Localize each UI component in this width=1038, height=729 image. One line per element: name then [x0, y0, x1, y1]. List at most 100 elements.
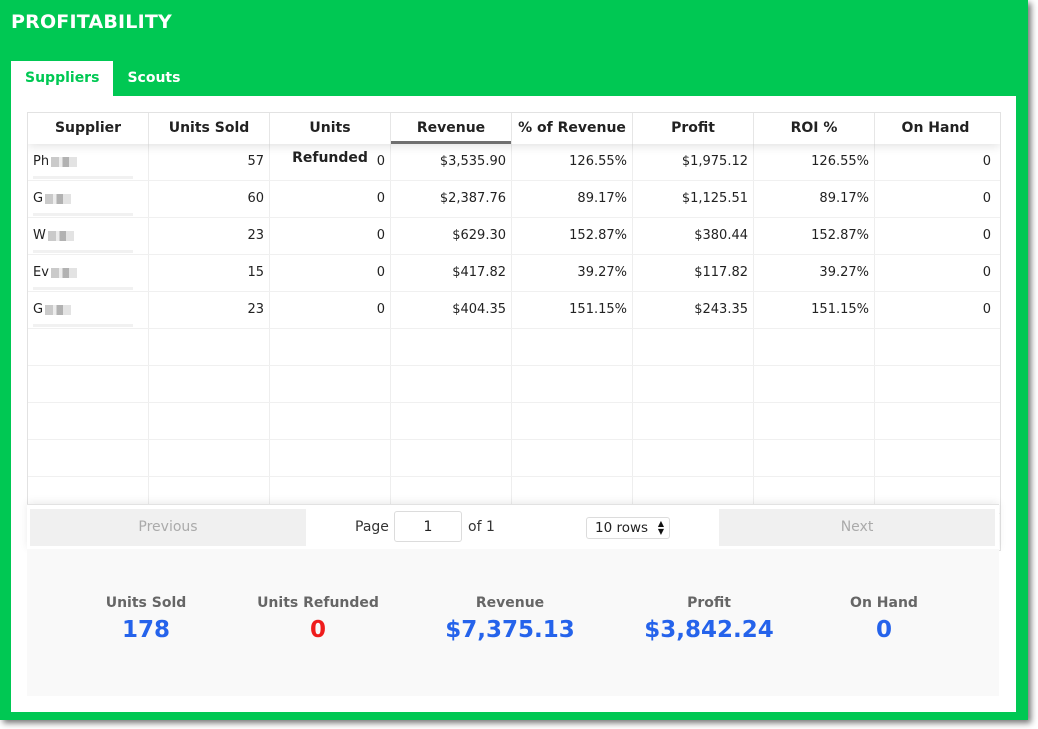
- previous-button[interactable]: Previous: [30, 509, 306, 546]
- cell-text: $629.30: [452, 228, 506, 243]
- cell-text: 0: [982, 302, 991, 317]
- cell-units-sold: [149, 477, 270, 513]
- rows-per-page-select[interactable]: 10 rows ▲ ▼: [586, 517, 670, 539]
- tab-scouts[interactable]: Scouts: [127, 70, 181, 86]
- cell-revenue: $404.35: [391, 292, 512, 328]
- column-header-supplier[interactable]: Supplier: [28, 113, 149, 144]
- cell-pct-revenue: [512, 329, 633, 365]
- cell-profit: $243.35: [633, 292, 754, 328]
- content-panel: Supplier Units Sold Units Refunded Reven…: [11, 96, 1016, 712]
- cell-roi: [754, 477, 875, 513]
- redaction-line: [33, 324, 133, 327]
- table-row[interactable]: Ev 15 0 $417.82 39.27% $117.82 39.27% 0: [28, 255, 1000, 292]
- redaction-line: [33, 287, 133, 290]
- cell-text: 60: [247, 191, 264, 206]
- cell-supplier: [28, 440, 149, 476]
- cell-supplier: Ph: [28, 144, 149, 180]
- cell-units-refunded: [270, 366, 391, 402]
- table-row[interactable]: G 60 0 $2,387.76 89.17% $1,125.51 89.17% 0: [28, 181, 1000, 218]
- summary-units-sold-value: 178: [121, 617, 170, 643]
- cell-pct-revenue: [512, 440, 633, 476]
- cell-revenue: [391, 329, 512, 365]
- cell-units-sold: 57: [149, 144, 270, 180]
- summary-revenue-value: $7,375.13: [445, 617, 575, 643]
- summary-revenue: Revenue $7,375.13: [435, 595, 585, 643]
- table-header: Supplier Units Sold Units Refunded Reven…: [28, 113, 1000, 166]
- cell-supplier: G: [28, 181, 149, 217]
- cell-revenue: $3,535.90: [391, 144, 512, 180]
- cell-profit: [633, 477, 754, 513]
- cell-text: 15: [247, 265, 264, 280]
- tab-suppliers[interactable]: Suppliers: [11, 61, 114, 96]
- cell-units-refunded: 0: [270, 292, 391, 328]
- summary-panel: Units Sold 178 Units Refunded 0 Revenue …: [27, 549, 999, 696]
- page-title: PROFITABILITY: [11, 11, 172, 33]
- table-row[interactable]: Ph 57 0 $3,535.90 126.55% $1,975.12 126.55% 0: [28, 144, 1000, 181]
- cell-text: G: [33, 191, 44, 206]
- cell-text: 0: [982, 191, 991, 206]
- cell-units-refunded: [270, 403, 391, 439]
- summary-profit-label: Profit: [687, 595, 731, 611]
- cell-on-hand: 0: [875, 144, 996, 180]
- cell-revenue: $629.30: [391, 218, 512, 254]
- cell-text: Ph: [33, 154, 50, 169]
- summary-on-hand-value: 0: [875, 617, 892, 643]
- summary-revenue-label: Revenue: [475, 595, 545, 611]
- cell-units-sold: [149, 329, 270, 365]
- cell-pct-revenue: [512, 366, 633, 402]
- cell-text: 0: [982, 228, 991, 243]
- redacted-text: [51, 156, 78, 167]
- cell-text: $117.82: [694, 265, 748, 280]
- cell-roi: 89.17%: [754, 181, 875, 217]
- cell-units-refunded: 0: [270, 144, 391, 180]
- column-header-profit[interactable]: Profit: [633, 113, 754, 144]
- column-header-units-refunded[interactable]: Units Refunded: [270, 113, 391, 166]
- cell-text: 0: [376, 191, 385, 206]
- cell-pct-revenue: [512, 403, 633, 439]
- cell-pct-revenue: 39.27%: [512, 255, 633, 291]
- cell-text: 152.87%: [811, 228, 869, 243]
- page-number-input[interactable]: 1: [394, 511, 462, 542]
- cell-text: $380.44: [694, 228, 748, 243]
- cell-text: 151.15%: [811, 302, 869, 317]
- cell-profit: $1,125.51: [633, 181, 754, 217]
- summary-on-hand: On Hand 0: [819, 595, 949, 643]
- cell-text: 0: [982, 154, 991, 169]
- cell-text: 23: [247, 228, 264, 243]
- cell-supplier: Ev: [28, 255, 149, 291]
- summary-units-refunded: Units Refunded 0: [233, 595, 403, 643]
- cell-text: 152.87%: [569, 228, 627, 243]
- cell-profit: $1,975.12: [633, 144, 754, 180]
- cell-text: 57: [247, 154, 264, 169]
- cell-text: 39.27%: [819, 265, 869, 280]
- cell-pct-revenue: 151.15%: [512, 292, 633, 328]
- redacted-text: [50, 267, 77, 278]
- cell-text: 126.55%: [811, 154, 869, 169]
- cell-supplier: [28, 477, 149, 513]
- cell-on-hand: 0: [875, 181, 996, 217]
- table-row[interactable]: W 23 0 $629.30 152.87% $380.44 152.87% 0: [28, 218, 1000, 255]
- redacted-text: [45, 193, 72, 204]
- cell-supplier: G: [28, 292, 149, 328]
- column-header-roi[interactable]: ROI %: [754, 113, 875, 144]
- cell-on-hand: [875, 440, 996, 476]
- column-header-on-hand[interactable]: On Hand: [901, 120, 970, 136]
- pagination-bar: Previous Page 1 of 1 10 rows ▲ ▼ Next: [27, 504, 999, 550]
- next-button[interactable]: Next: [719, 509, 995, 546]
- cell-profit: $117.82: [633, 255, 754, 291]
- cell-roi: [754, 403, 875, 439]
- cell-text: $2,387.76: [439, 191, 506, 206]
- empty-table-row: [28, 366, 1000, 403]
- summary-profit: Profit $3,842.24: [634, 595, 784, 643]
- cell-supplier: W: [28, 218, 149, 254]
- cell-text: Ev: [33, 265, 49, 280]
- cell-profit: [633, 366, 754, 402]
- cell-units-sold: [149, 440, 270, 476]
- table-row[interactable]: G 23 0 $404.35 151.15% $243.35 151.15% 0: [28, 292, 1000, 329]
- column-header-pct-revenue[interactable]: % of Revenue: [512, 113, 633, 144]
- cell-pct-revenue: 126.55%: [512, 144, 633, 180]
- cell-profit: $380.44: [633, 218, 754, 254]
- cell-supplier: [28, 366, 149, 402]
- column-header-units-sold[interactable]: Units Sold: [149, 113, 270, 144]
- column-header-revenue[interactable]: Revenue: [391, 113, 512, 144]
